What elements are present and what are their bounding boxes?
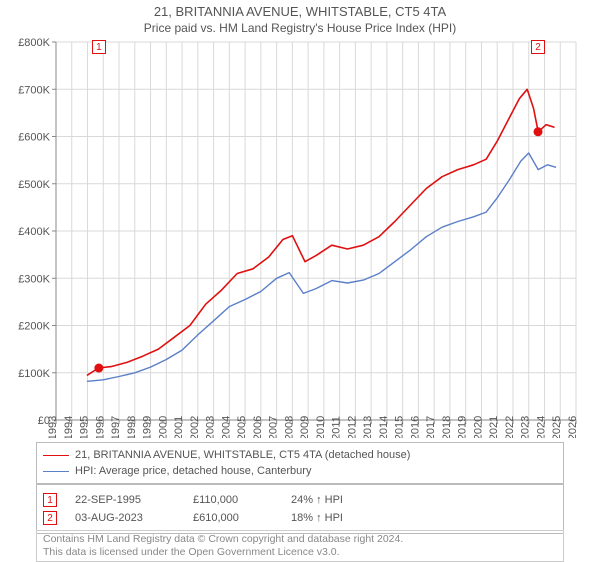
legend-row: HPI: Average price, detached house, Cant… (43, 463, 557, 479)
legend-swatch (43, 471, 69, 472)
svg-text:£200K: £200K (18, 321, 50, 333)
price-chart: £0£100K£200K£300K£400K£500K£600K£700K£80… (0, 38, 600, 438)
trade-marker-2: 2 (531, 40, 545, 54)
svg-text:2014: 2014 (378, 416, 390, 438)
svg-text:2026: 2026 (567, 416, 579, 438)
svg-text:2023: 2023 (520, 416, 532, 438)
svg-text:£600K: £600K (18, 132, 50, 144)
svg-text:1999: 1999 (142, 416, 154, 438)
chart-subtitle: Price paid vs. HM Land Registry's House … (0, 19, 600, 39)
svg-text:2022: 2022 (504, 416, 516, 438)
trade-price: £110,000 (193, 491, 273, 509)
svg-text:2016: 2016 (409, 416, 421, 438)
trade-marker-icon: 2 (43, 511, 57, 525)
svg-text:2013: 2013 (362, 416, 374, 438)
svg-text:2006: 2006 (252, 416, 264, 438)
svg-text:2008: 2008 (283, 416, 295, 438)
svg-text:2018: 2018 (441, 416, 453, 438)
svg-text:2010: 2010 (315, 416, 327, 438)
svg-text:2024: 2024 (535, 416, 547, 438)
svg-text:£300K: £300K (18, 273, 50, 285)
svg-text:£100K: £100K (18, 368, 50, 380)
copyright-line-1: Contains HM Land Registry data © Crown c… (43, 533, 557, 546)
chart-title: 21, BRITANNIA AVENUE, WHITSTABLE, CT5 4T… (0, 0, 600, 19)
legend-label: 21, BRITANNIA AVENUE, WHITSTABLE, CT5 4T… (75, 447, 410, 463)
trades-legend: 1 22-SEP-1995 £110,000 24% ↑ HPI 2 03-AUG-202… (36, 484, 564, 534)
trade-marker-icon: 1 (43, 493, 57, 507)
copyright-line-2: This data is licensed under the Open Gov… (43, 546, 557, 559)
svg-text:£800K: £800K (18, 38, 50, 49)
trade-row: 1 22-SEP-1995 £110,000 24% ↑ HPI (43, 491, 557, 509)
svg-text:2021: 2021 (488, 416, 500, 438)
svg-text:1996: 1996 (94, 416, 106, 438)
svg-text:2012: 2012 (346, 416, 358, 438)
svg-text:£700K: £700K (18, 84, 50, 96)
legend-label: HPI: Average price, detached house, Cant… (75, 463, 311, 479)
svg-text:£500K: £500K (18, 179, 50, 191)
trade-date: 22-SEP-1995 (75, 491, 175, 509)
trade-date: 03-AUG-2023 (75, 509, 175, 527)
series-legend: 21, BRITANNIA AVENUE, WHITSTABLE, CT5 4T… (36, 442, 564, 484)
trade-marker-1: 1 (92, 40, 106, 54)
svg-text:2000: 2000 (157, 416, 169, 438)
svg-text:2007: 2007 (268, 416, 280, 438)
copyright-notice: Contains HM Land Registry data © Crown c… (36, 530, 564, 562)
svg-text:2019: 2019 (457, 416, 469, 438)
svg-text:2003: 2003 (205, 416, 217, 438)
svg-text:1994: 1994 (63, 416, 75, 438)
svg-text:2015: 2015 (394, 416, 406, 438)
chart-container: 21, BRITANNIA AVENUE, WHITSTABLE, CT5 4T… (0, 0, 600, 560)
svg-text:2011: 2011 (331, 416, 343, 438)
trade-price: £610,000 (193, 509, 273, 527)
svg-text:2002: 2002 (189, 416, 201, 438)
svg-text:1998: 1998 (126, 416, 138, 438)
svg-text:1997: 1997 (110, 416, 122, 438)
trade-delta: 24% ↑ HPI (291, 491, 343, 509)
legend-row: 21, BRITANNIA AVENUE, WHITSTABLE, CT5 4T… (43, 447, 557, 463)
legend-swatch (43, 455, 69, 456)
svg-text:2020: 2020 (472, 416, 484, 438)
svg-text:2009: 2009 (299, 416, 311, 438)
svg-text:1995: 1995 (79, 416, 91, 438)
svg-text:2004: 2004 (220, 416, 232, 438)
svg-text:1993: 1993 (47, 416, 59, 438)
svg-text:2005: 2005 (236, 416, 248, 438)
svg-text:2025: 2025 (551, 416, 563, 438)
trade-row: 2 03-AUG-2023 £610,000 18% ↑ HPI (43, 509, 557, 527)
trade-delta: 18% ↑ HPI (291, 509, 343, 527)
svg-text:2017: 2017 (425, 416, 437, 438)
svg-text:£400K: £400K (18, 226, 50, 238)
svg-text:2001: 2001 (173, 416, 185, 438)
